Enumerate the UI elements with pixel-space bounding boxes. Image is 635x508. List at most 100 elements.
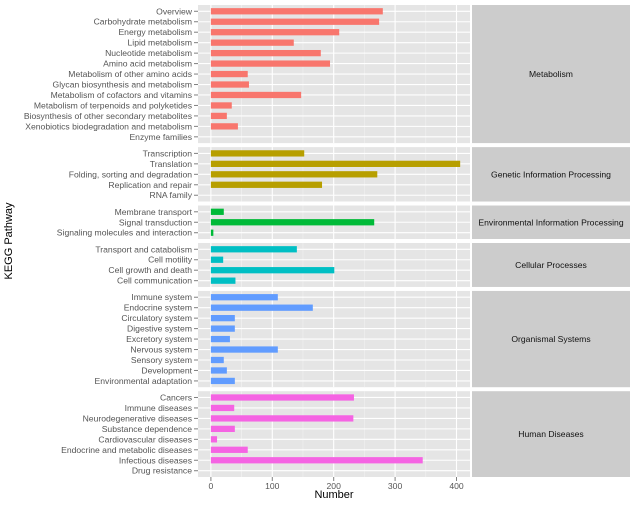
bar <box>210 394 354 401</box>
facet-strip-label: Organismal Systems <box>511 334 590 344</box>
bar <box>210 70 248 78</box>
bar <box>210 457 423 464</box>
bar <box>210 425 235 433</box>
y-tick-label: Enzyme families <box>129 132 192 142</box>
y-tick-label: Excretory system <box>126 334 192 344</box>
y-tick-label: Metabolism of other amino acids <box>68 69 192 79</box>
y-tick-label: Substance dependence <box>102 424 193 434</box>
facet-strip <box>472 147 630 202</box>
bar <box>210 60 331 67</box>
y-tick-label: RNA family <box>150 190 193 200</box>
y-tick-label: Nucleotide metabolism <box>105 48 192 58</box>
bar <box>210 346 278 353</box>
y-tick-label: Membrane transport <box>115 207 193 217</box>
bar <box>210 112 227 120</box>
bar <box>210 81 249 88</box>
facet-strip <box>472 5 630 144</box>
y-tick-label: Drug resistance <box>132 466 192 476</box>
y-tick-label: Biosynthesis of other secondary metaboli… <box>24 111 192 121</box>
y-tick-label: Endocrine and metabolic diseases <box>61 445 192 455</box>
facet-strip-label: Human Diseases <box>518 429 583 439</box>
facet-strip-label: Environmental Information Processing <box>478 217 623 227</box>
bar <box>210 229 214 236</box>
facet-strip <box>472 290 630 388</box>
bar <box>210 367 227 374</box>
facet-strip-label: Metabolism <box>529 69 573 79</box>
bar <box>210 219 375 226</box>
y-axis-label: KEGG Pathway <box>3 202 15 280</box>
x-tick-label: 400 <box>449 481 464 491</box>
bar <box>210 39 294 46</box>
y-tick-label: Infectious diseases <box>119 455 192 465</box>
y-tick-label: Transcription <box>143 148 193 158</box>
y-tick-label: Lipid metabolism <box>128 38 192 48</box>
y-tick-label: Development <box>141 365 192 375</box>
x-tick-label: 100 <box>265 481 280 491</box>
bar <box>210 415 354 422</box>
bar <box>210 267 335 274</box>
y-tick-label: Neurodegenerative diseases <box>83 413 192 423</box>
bar <box>210 304 313 311</box>
y-tick-label: Transport and catabolism <box>95 244 192 254</box>
bar <box>210 208 224 215</box>
bar <box>210 256 224 263</box>
y-tick-label: Digestive system <box>127 324 192 334</box>
y-tick-label: Cell motility <box>148 255 193 265</box>
bar <box>210 325 235 332</box>
facet-strip <box>472 243 630 287</box>
bar <box>210 123 238 130</box>
bar <box>210 91 302 99</box>
y-tick-label: Signal transduction <box>119 217 192 227</box>
bar <box>210 294 278 301</box>
y-tick-label: Glycan biosynthesis and metabolism <box>53 80 192 90</box>
bar <box>210 171 378 178</box>
y-tick-label: Amino acid metabolism <box>103 59 192 69</box>
facet-strip-label: Cellular Processes <box>515 260 587 270</box>
y-tick-label: Circulatory system <box>121 313 192 323</box>
bar <box>210 377 235 385</box>
y-tick-label: Xenobiotics biodegradation and metabolis… <box>25 121 192 131</box>
bar <box>210 102 232 109</box>
facet-strip-label: Genetic Information Processing <box>491 169 611 179</box>
bar <box>210 29 340 36</box>
x-axis-label: Number <box>314 489 353 501</box>
bar <box>210 150 305 157</box>
bar <box>210 49 321 57</box>
y-tick-label: Cardiovascular diseases <box>98 434 192 444</box>
y-tick-label: Immune diseases <box>125 403 192 413</box>
y-tick-label: Endocrine system <box>124 303 192 313</box>
bar <box>210 8 383 15</box>
y-tick-label: Metabolism of cofactors and vitamins <box>51 90 192 100</box>
y-tick-label: Replication and repair <box>108 180 192 190</box>
bar <box>210 18 380 25</box>
y-tick-label: Cancers <box>160 392 192 402</box>
y-tick-label: Overview <box>156 6 193 16</box>
x-tick-label: 300 <box>388 481 403 491</box>
y-tick-label: Immune system <box>131 292 192 302</box>
y-tick-label: Environmental adaptation <box>95 376 193 386</box>
bar <box>210 277 236 284</box>
bar <box>210 446 248 453</box>
bar <box>210 315 235 322</box>
y-tick-label: Folding, sorting and degradation <box>69 169 192 179</box>
y-tick-label: Nervous system <box>130 345 192 355</box>
y-tick-label: Carbohydrate metabolism <box>94 17 192 27</box>
bar <box>210 335 230 343</box>
bar <box>210 404 235 412</box>
bar <box>210 181 323 188</box>
bar <box>210 436 218 443</box>
y-tick-label: Sensory system <box>131 355 192 365</box>
bar <box>210 160 461 167</box>
y-tick-label: Metabolism of terpenoids and polyketides <box>34 100 192 110</box>
bar <box>210 356 224 364</box>
x-tick-label: 200 <box>327 481 342 491</box>
y-tick-label: Translation <box>150 159 192 169</box>
facet-strip <box>472 205 630 239</box>
